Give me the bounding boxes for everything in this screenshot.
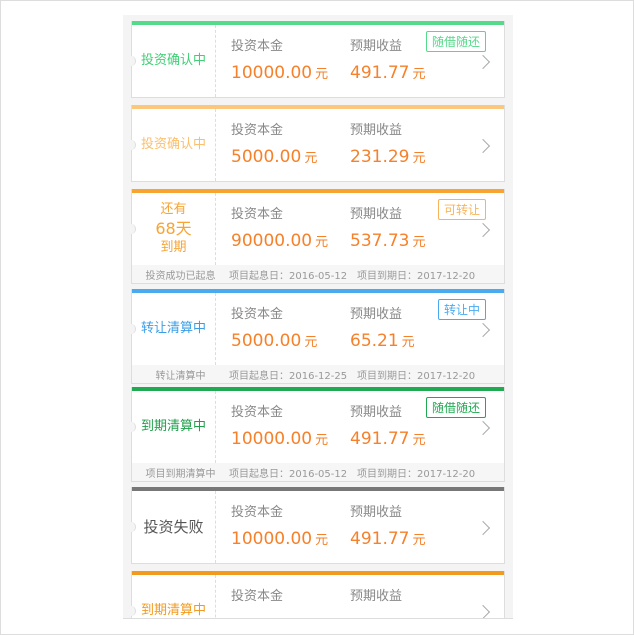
status-text: 到期清算中 <box>140 419 206 434</box>
investment-list[interactable]: 投资确认中 投资本金 预期收益 10000.00 元 491.77 元随借随还 投资… <box>123 15 513 619</box>
expected-amount: 65.21 元 <box>350 331 415 351</box>
status-bar <box>132 189 504 193</box>
chevron-right-icon[interactable] <box>475 604 491 618</box>
end-date: 项目到期日：2017-12-20 <box>357 468 476 480</box>
chevron-right-icon[interactable] <box>475 420 491 436</box>
principal-amount: 5000.00 元 <box>231 147 318 167</box>
status: 转让清算中 <box>127 293 216 365</box>
principal-label: 投资本金 <box>231 123 284 138</box>
expected-amount: 231.29 元 <box>350 147 426 167</box>
expected-label: 预期收益 <box>350 589 403 604</box>
status-bar <box>132 105 504 109</box>
status: 投资失败 <box>127 491 216 563</box>
status-bar <box>132 571 504 575</box>
status-bar <box>132 487 504 491</box>
investment-card[interactable]: 转让清算中 投资本金 预期收益 5000.00 元 65.21 元 转让中 转让清算中… <box>127 289 505 384</box>
status-text: 投资确认中 <box>140 53 206 68</box>
status: 投资确认中 <box>127 25 216 97</box>
tag-badge: 随借随还 <box>425 31 486 52</box>
end-date: 项目到期日：2017-12-20 <box>357 370 476 382</box>
expected-amount: 537.73 元 <box>350 231 426 251</box>
chevron-right-icon[interactable] <box>475 54 491 70</box>
expected-label: 预期收益 <box>350 405 403 420</box>
principal-amount: 10000.00 元 <box>231 529 329 549</box>
status-bar <box>132 21 504 25</box>
status-text: 转让清算中 <box>140 321 206 336</box>
expected-label: 预期收益 <box>350 207 403 222</box>
start-date: 项目起息日：2016-05-12 <box>229 468 348 480</box>
chevron-right-icon[interactable] <box>475 520 491 536</box>
principal-amount: 5000.00 元 <box>231 331 318 351</box>
principal-label: 投资本金 <box>231 39 284 54</box>
principal-amount: 90000.00 元 <box>231 231 329 251</box>
tag-badge: 可转让 <box>437 199 486 220</box>
investment-card[interactable]: 投资确认中 投资本金 预期收益 10000.00 元 491.77 元 随借随还 <box>127 21 505 98</box>
expected-amount: 491.77 元 <box>350 429 426 449</box>
investment-card[interactable]: 到期清算中 投资本金 预期收益 10000.00 元 491.77 元 随借随还 项目… <box>127 387 505 482</box>
card-footer: 投资成功已起息 项目起息日：2016-05-12 项目到期日：2017-12-2… <box>132 265 504 283</box>
status-line: 68天 <box>155 219 192 238</box>
start-date: 项目起息日：2016-05-12 <box>229 270 348 282</box>
investment-card[interactable]: 投资失败 投资本金 预期收益 10000.00 元 491.77 元 <box>127 487 505 564</box>
status: 到期清算中 <box>127 575 216 618</box>
investment-card[interactable]: 到期清算中 投资本金 预期收益 <box>127 571 505 618</box>
footer-state: 项目到期清算中 <box>145 468 216 480</box>
expected-amount: 491.77 元 <box>350 63 426 83</box>
chevron-right-icon[interactable] <box>475 322 491 338</box>
card-footer: 项目到期清算中 项目起息日：2016-05-12 项目到期日：2017-12-2… <box>132 463 504 481</box>
expected-label: 预期收益 <box>350 39 403 54</box>
status: 到期清算中 <box>127 391 216 463</box>
footer-state: 转让清算中 <box>155 370 206 382</box>
footer-state: 投资成功已起息 <box>145 270 216 282</box>
expected-label: 预期收益 <box>350 123 403 138</box>
start-date: 项目起息日：2016-12-25 <box>229 370 348 382</box>
status-text: 到期清算中 <box>140 603 206 618</box>
tag-badge: 随借随还 <box>425 397 486 418</box>
principal-label: 投资本金 <box>231 207 284 222</box>
status: 投资确认中 <box>127 109 216 181</box>
principal-label: 投资本金 <box>231 405 284 420</box>
status-bar <box>132 289 504 293</box>
expected-label: 预期收益 <box>350 505 403 520</box>
investment-card[interactable]: 还有 68天到期 投资本金 预期收益 90000.00 元 537.73 元可转让 投… <box>127 189 505 284</box>
status-text: 投资失败 <box>143 518 204 536</box>
investment-card[interactable]: 投资确认中 投资本金 预期收益 5000.00 元 231.29 元 <box>127 105 505 182</box>
principal-label: 投资本金 <box>231 307 284 322</box>
principal-amount: 10000.00 元 <box>231 429 329 449</box>
expected-amount: 491.77 元 <box>350 529 426 549</box>
status-bar <box>132 387 504 391</box>
chevron-right-icon[interactable] <box>475 138 491 154</box>
chevron-right-icon[interactable] <box>475 222 491 238</box>
principal-label: 投资本金 <box>231 589 284 604</box>
status: 还有 68天到期 <box>127 193 216 265</box>
status-line: 还有 <box>160 202 187 217</box>
principal-label: 投资本金 <box>231 505 284 520</box>
tag-badge: 转让中 <box>437 299 486 320</box>
status-line: 到期 <box>160 240 187 255</box>
end-date: 项目到期日：2017-12-20 <box>357 270 476 282</box>
status-text: 投资确认中 <box>140 137 206 152</box>
expected-label: 预期收益 <box>350 307 403 322</box>
card-footer: 转让清算中 项目起息日：2016-12-25 项目到期日：2017-12-20 <box>132 365 504 383</box>
principal-amount: 10000.00 元 <box>231 63 329 83</box>
